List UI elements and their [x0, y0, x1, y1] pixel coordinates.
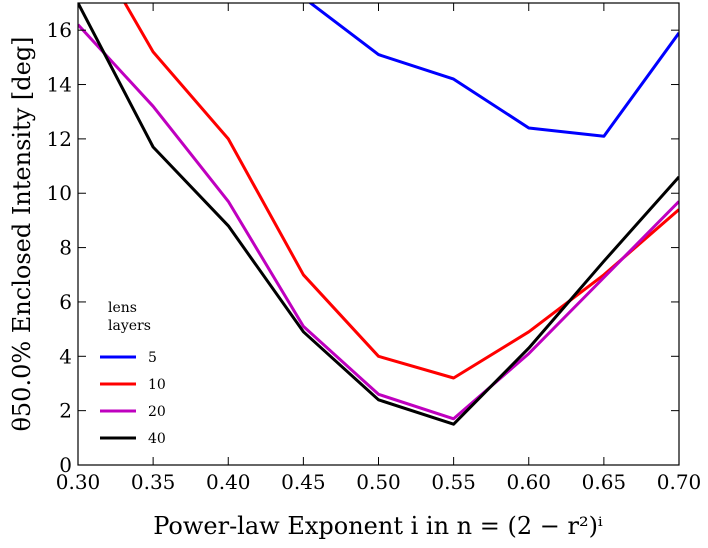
series-line-20 [78, 23, 679, 421]
y-tick-label: 8 [59, 236, 72, 260]
y-tick-label: 10 [47, 181, 72, 205]
series-layer [78, 3, 679, 426]
y-tick-label: 2 [59, 399, 72, 423]
y-tick-label: 16 [47, 18, 72, 42]
series-line-10 [123, 3, 679, 380]
plot-frame [77, 2, 680, 466]
x-tick-label: 0.30 [56, 470, 101, 494]
x-tick-label: 0.55 [431, 470, 476, 494]
y-tick-label: 6 [59, 290, 72, 314]
x-tick-label: 0.35 [131, 470, 176, 494]
x-tick-label: 0.40 [206, 470, 251, 494]
x-tick-label: 0.65 [582, 470, 627, 494]
legend-label-40: 40 [148, 431, 166, 447]
y-tick-label: 14 [47, 73, 72, 97]
x-tick-label: 0.70 [657, 470, 702, 494]
legend-title-line2: layers [108, 318, 151, 334]
legend-title-line1: lens [108, 300, 137, 316]
legend-label-20: 20 [148, 404, 166, 420]
x-tick-label: 0.45 [281, 470, 326, 494]
series-line-40 [78, 3, 679, 426]
x-axis-label: Power-law Exponent i in n = (2 − r²)ⁱ [153, 512, 603, 540]
x-tick-label: 0.50 [356, 470, 401, 494]
x-tick-label: 0.60 [506, 470, 551, 494]
y-tick-label: 0 [59, 453, 72, 477]
legend-label-10: 10 [148, 377, 166, 393]
series-line-5 [308, 3, 679, 138]
y-tick-label: 12 [47, 127, 72, 151]
ticks-layer: 0.30 0.35 0.40 0.45 0.50 0.55 0.60 0.65 0.70 0 2 4 6… [47, 3, 702, 494]
y-tick-label: 4 [59, 344, 72, 368]
y-axis-label: θ50.0% Enclosed Intensity [deg] [8, 36, 36, 431]
legend-label-5: 5 [148, 350, 157, 366]
legend: lens layers 5 10 20 40 [100, 300, 166, 447]
